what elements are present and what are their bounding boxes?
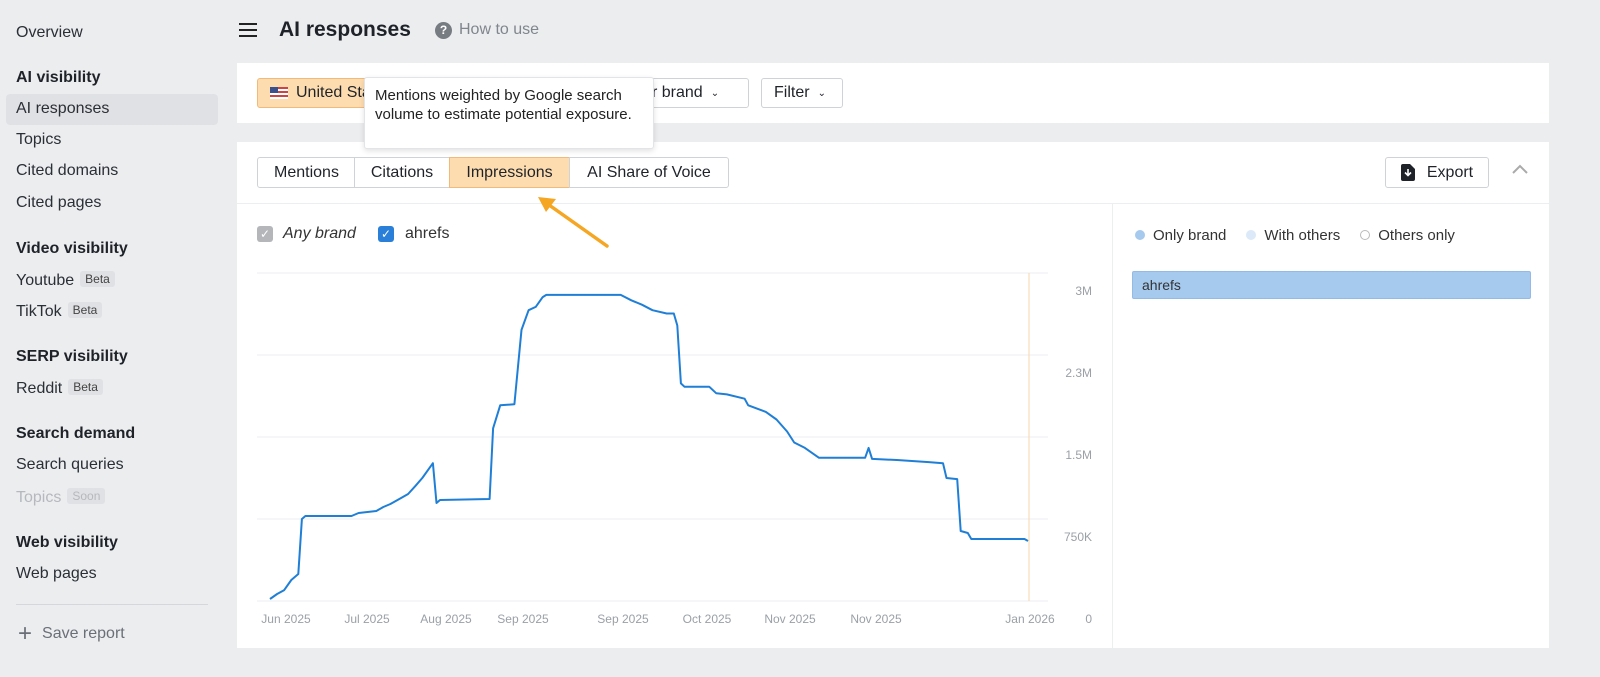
badge: Beta bbox=[67, 302, 103, 318]
x-tick-label: Jul 2025 bbox=[344, 612, 390, 626]
ahrefs-label: ahrefs bbox=[405, 225, 450, 242]
sidebar-item-cited-pages[interactable]: Cited pages bbox=[16, 194, 102, 211]
sidebar-item-ai-responses[interactable]: AI responses bbox=[16, 100, 110, 117]
plus-icon: + bbox=[18, 620, 33, 647]
impressions-tooltip: Mentions weighted by Google search volum… bbox=[364, 77, 654, 149]
ahrefs-checkbox[interactable]: ✓ bbox=[378, 226, 394, 242]
file-download-icon bbox=[1400, 164, 1415, 181]
x-tick-label: Nov 2025 bbox=[764, 612, 816, 626]
impressions-line-chart bbox=[257, 272, 1048, 602]
brand-bar-ahrefs[interactable]: ahrefs bbox=[1132, 271, 1531, 299]
chevron-down-icon: ⌄ bbox=[817, 87, 826, 99]
sidebar-section-heading: SERP visibility bbox=[16, 348, 128, 365]
tab-impressions[interactable]: Impressions bbox=[449, 157, 570, 188]
us-flag-icon bbox=[270, 87, 288, 99]
sidebar-section-heading: Web visibility bbox=[16, 534, 118, 551]
sidebar-item-search-queries[interactable]: Search queries bbox=[16, 456, 124, 473]
sidebar-item-topics: Topics Soon bbox=[16, 488, 106, 507]
x-tick-label: Sep 2025 bbox=[597, 612, 649, 626]
legend-only-brand[interactable]: Only brand bbox=[1135, 227, 1226, 244]
y-tick-label: 3M bbox=[1075, 284, 1092, 298]
how-to-use-link[interactable]: ? How to use bbox=[435, 21, 539, 39]
legend: Only brand With others Others only bbox=[1135, 227, 1455, 244]
sidebar-item-youtube[interactable]: Youtube Beta bbox=[16, 271, 115, 290]
badge: Soon bbox=[67, 488, 106, 504]
chart-panel bbox=[237, 142, 1549, 648]
sidebar-section-heading: AI visibility bbox=[16, 69, 101, 86]
save-report-button[interactable]: + Save report bbox=[18, 620, 125, 647]
x-tick-label: Jan 2026 bbox=[1005, 612, 1055, 626]
y-tick-label: 750K bbox=[1063, 530, 1092, 544]
badge: Beta bbox=[80, 271, 115, 287]
sidebar-item-tiktok[interactable]: TikTok Beta bbox=[16, 302, 103, 321]
series-line-ahrefs[interactable] bbox=[269, 293, 1029, 600]
y-tick-label: 2.3M bbox=[1065, 366, 1092, 380]
filter-button[interactable]: Filter ⌄ bbox=[761, 78, 843, 108]
divider bbox=[1112, 204, 1113, 648]
sidebar-item-web-pages[interactable]: Web pages bbox=[16, 565, 97, 582]
y-tick-label: 1.5M bbox=[1065, 448, 1092, 462]
legend-others-only[interactable]: Others only bbox=[1360, 227, 1455, 244]
page-title: AI responses bbox=[279, 18, 411, 41]
legend-with-others[interactable]: With others bbox=[1246, 227, 1340, 244]
x-tick-label: Oct 2025 bbox=[682, 612, 732, 626]
sidebar-item-cited-domains[interactable]: Cited domains bbox=[16, 162, 119, 179]
help-icon: ? bbox=[435, 21, 452, 39]
x-tick-label: Aug 2025 bbox=[420, 612, 472, 626]
x-tick-label: Jun 2025 bbox=[261, 612, 311, 626]
tab-ai-share-of-voice[interactable]: AI Share of Voice bbox=[569, 157, 729, 188]
collapse-chevron-up-icon[interactable] bbox=[1511, 162, 1529, 180]
sidebar-section-heading: Search demand bbox=[16, 425, 136, 442]
tab-mentions[interactable]: Mentions bbox=[257, 157, 356, 188]
any-brand-label: Any brand bbox=[283, 225, 356, 242]
badge: Beta bbox=[68, 379, 103, 395]
x-tick-label: Nov 2025 bbox=[850, 612, 902, 626]
annotation-arrow-icon bbox=[538, 197, 609, 248]
sidebar-section-heading: Video visibility bbox=[16, 240, 128, 257]
sidebar-item-overview[interactable]: Overview bbox=[16, 24, 83, 41]
tab-citations[interactable]: Citations bbox=[354, 157, 450, 188]
hamburger-menu-icon[interactable] bbox=[239, 22, 257, 43]
x-tick-label: Sep 2025 bbox=[497, 612, 549, 626]
sidebar-item-topics[interactable]: Topics bbox=[16, 131, 62, 148]
divider bbox=[237, 203, 1549, 204]
sidebar-item-reddit[interactable]: Reddit Beta bbox=[16, 379, 103, 398]
chevron-down-icon: ⌄ bbox=[710, 87, 720, 99]
sidebar-divider bbox=[16, 604, 208, 605]
sidebar-active-highlight bbox=[6, 94, 218, 125]
export-button[interactable]: Export bbox=[1385, 157, 1489, 188]
any-brand-checkbox[interactable]: ✓ bbox=[257, 226, 273, 242]
y-tick-label: 0 bbox=[1085, 612, 1092, 626]
